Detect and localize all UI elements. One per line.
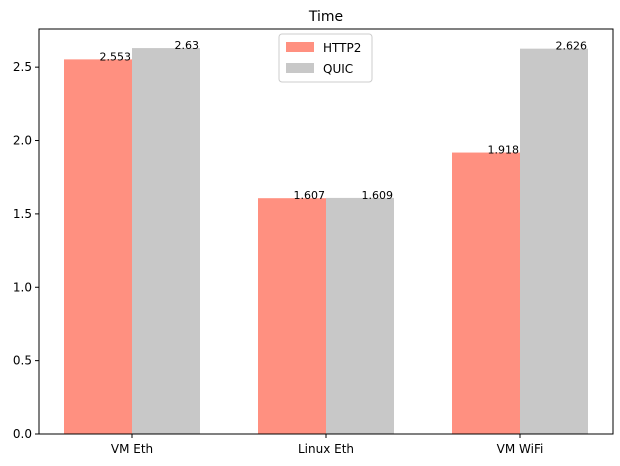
y-tick-label: 2.5 bbox=[13, 60, 32, 74]
bar-http2-2 bbox=[452, 152, 520, 434]
legend-label-http2: HTTP2 bbox=[323, 41, 361, 55]
data-label-quic-2: 2.626 bbox=[556, 40, 588, 53]
bar-quic-0 bbox=[132, 48, 200, 435]
y-tick-label: 0.5 bbox=[13, 354, 32, 368]
legend: HTTP2 QUIC bbox=[278, 33, 373, 83]
bar-quic-2 bbox=[520, 48, 588, 434]
data-label-http2-1: 1.607 bbox=[294, 189, 326, 202]
bar-http2-0 bbox=[64, 59, 132, 434]
data-label-http2-2: 1.918 bbox=[488, 144, 520, 157]
y-tick-label: 0.0 bbox=[13, 427, 32, 441]
data-label-quic-0: 2.63 bbox=[175, 39, 200, 52]
y-tick-label: 2.0 bbox=[13, 134, 32, 148]
bar-http2-1 bbox=[258, 198, 326, 434]
x-tick-label: VM Eth bbox=[111, 442, 153, 456]
y-tick-label: 1.0 bbox=[13, 280, 32, 294]
plot-frame bbox=[38, 28, 614, 435]
chart-title: Time bbox=[308, 9, 343, 25]
x-tick-label: Linux Eth bbox=[298, 442, 354, 456]
data-label-http2-0: 2.553 bbox=[100, 50, 132, 63]
legend-swatch-quic bbox=[286, 63, 314, 73]
legend-label-quic: QUIC bbox=[323, 62, 353, 76]
bar-quic-1 bbox=[326, 197, 394, 434]
x-tick-label: VM WiFi bbox=[497, 442, 544, 456]
data-label-quic-1: 1.609 bbox=[362, 189, 394, 202]
y-tick-label: 1.5 bbox=[13, 207, 32, 221]
legend-swatch-http2 bbox=[286, 42, 314, 52]
